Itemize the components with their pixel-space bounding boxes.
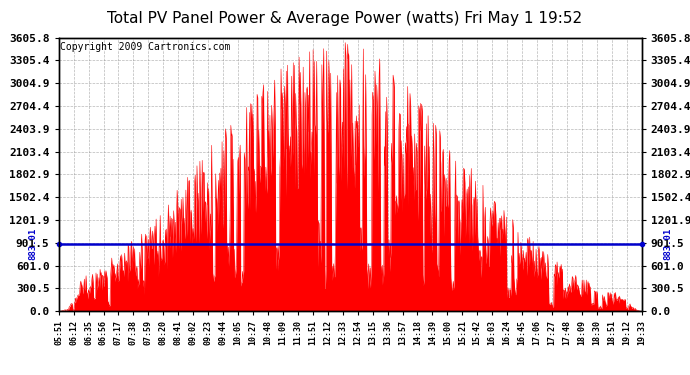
Text: Copyright 2009 Cartronics.com: Copyright 2009 Cartronics.com — [60, 42, 230, 52]
Text: Total PV Panel Power & Average Power (watts) Fri May 1 19:52: Total PV Panel Power & Average Power (wa… — [108, 11, 582, 26]
Text: 883.01: 883.01 — [28, 228, 37, 260]
Text: 883.01: 883.01 — [664, 228, 673, 260]
